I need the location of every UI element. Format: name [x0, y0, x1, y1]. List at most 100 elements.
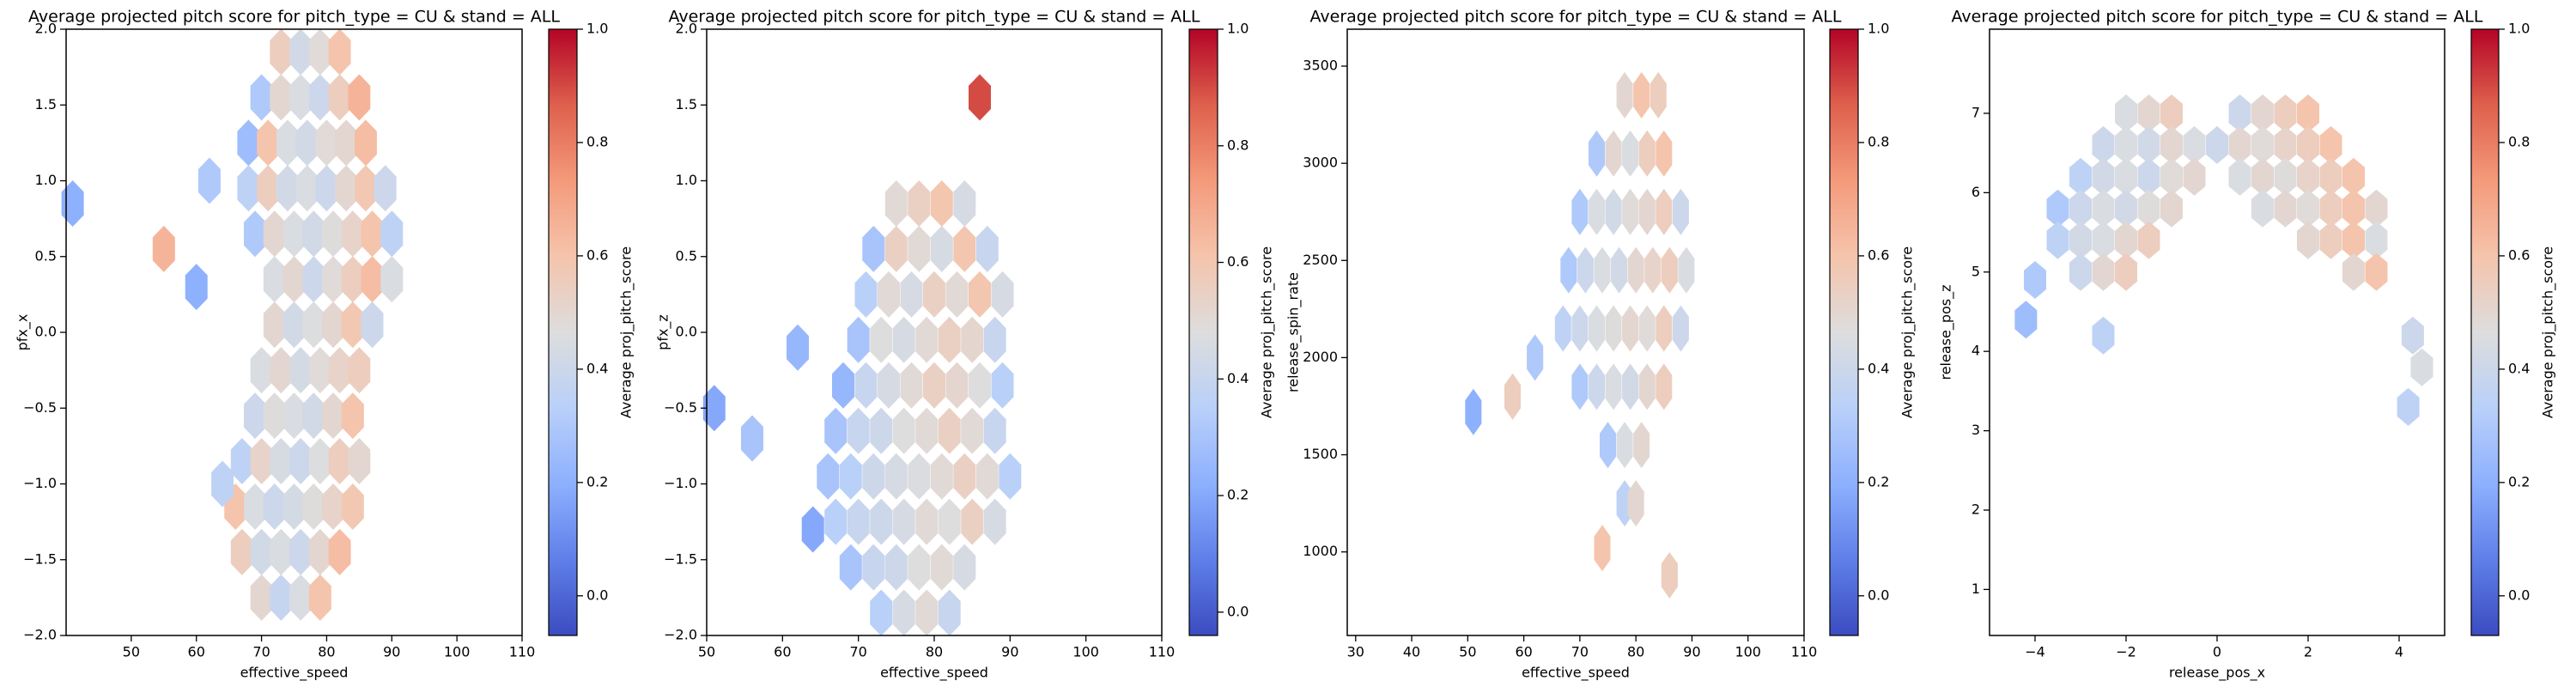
hex-cell — [1589, 130, 1605, 177]
hex-cell — [1605, 363, 1622, 410]
hex-cell — [1600, 422, 1617, 469]
hex-cell — [2092, 189, 2115, 228]
hex-cell — [2342, 221, 2365, 259]
hex-cell — [1605, 305, 1622, 352]
colorbar-label: Average proj_pitch_score — [1259, 246, 1276, 418]
hex-cell — [847, 407, 870, 454]
colorbar-tick-label: 0.6 — [586, 246, 608, 263]
hex-cell — [983, 498, 1006, 545]
hex-cell — [289, 574, 313, 621]
hex-cell — [302, 483, 325, 530]
hex-cell — [961, 407, 984, 454]
hex-cell — [263, 256, 286, 303]
colorbar-tick-label: 0.8 — [1227, 137, 1249, 153]
hex-cell — [380, 210, 404, 258]
hex-cell — [302, 301, 325, 349]
hex-cell — [322, 301, 344, 349]
hex-cell — [908, 180, 931, 227]
hex-cell — [250, 574, 273, 621]
hex-cell — [1633, 71, 1650, 119]
hex-cell — [930, 180, 953, 227]
axes-frame — [1346, 28, 1805, 636]
hex-cell — [322, 210, 344, 258]
hex-cell — [1465, 388, 1482, 435]
colorbar-tick-label: 0.6 — [1227, 253, 1249, 270]
hex-cell — [969, 362, 991, 409]
x-tick-label: 110 — [1791, 644, 1818, 660]
hex-cell — [1644, 246, 1662, 294]
hex-cell — [900, 362, 923, 409]
hex-cell — [270, 574, 293, 621]
hex-cell — [289, 438, 313, 484]
hex-cell — [854, 362, 878, 409]
hex-cell — [1661, 551, 1678, 599]
hex-cell — [341, 483, 364, 530]
colorbar-tick-label: 0.2 — [1227, 487, 1249, 503]
hex-cell — [832, 362, 854, 409]
hex-cell — [915, 316, 939, 363]
y-tick-label: −0.5 — [664, 399, 697, 416]
hex-cell — [878, 362, 900, 409]
hex-cell — [945, 271, 969, 318]
hex-cell — [341, 256, 364, 303]
hex-cell — [2274, 157, 2297, 196]
hex-cell — [2342, 252, 2365, 291]
y-tick-label: 2.0 — [35, 21, 57, 37]
hex-cell — [335, 165, 358, 212]
hex-cell — [308, 347, 331, 394]
x-axis-label: effective_speed — [880, 665, 988, 682]
colorbar-tick-label: 0.8 — [2508, 133, 2530, 149]
x-tick-label: −4 — [2025, 644, 2045, 660]
hex-cell — [991, 271, 1014, 318]
hex-cell — [263, 210, 286, 258]
hex-cell — [2046, 189, 2069, 228]
hex-cell — [991, 362, 1014, 409]
hex-cell — [308, 438, 331, 484]
x-axis-label: release_pos_x — [2169, 665, 2265, 682]
x-tick-label: 50 — [123, 644, 140, 660]
hex-cell — [839, 544, 862, 591]
hex-cell — [2115, 189, 2137, 228]
hex-cell — [2092, 125, 2115, 164]
x-tick-label: 40 — [1403, 644, 1420, 660]
chart-title: Average projected pitch score for pitch_… — [1952, 8, 2483, 27]
hex-cell — [270, 74, 293, 121]
hex-cell — [1672, 305, 1689, 352]
colorbar-tick-label: 0.2 — [586, 473, 608, 489]
hex-cell — [908, 225, 931, 272]
hex-cell — [302, 210, 325, 258]
hex-cell — [1589, 305, 1605, 352]
hex-cell — [2183, 157, 2206, 196]
x-tick-label: 110 — [1149, 644, 1176, 660]
y-tick-label: 0.0 — [35, 324, 57, 340]
x-tick-label: −2 — [2116, 644, 2136, 660]
hex-cell — [2115, 252, 2137, 291]
colorbar-tick-label: 0.8 — [1868, 133, 1889, 149]
x-tick-label: 90 — [1683, 644, 1700, 660]
hex-cell — [289, 528, 313, 575]
hex-cell — [308, 74, 331, 121]
x-tick-label: 70 — [849, 644, 866, 660]
colorbar-label: Average proj_pitch_score — [1899, 246, 1917, 418]
hex-cell — [289, 28, 313, 76]
y-axis-label: pfx_x — [15, 314, 32, 351]
hex-cell — [2092, 157, 2115, 196]
y-tick-label: 1.5 — [35, 96, 57, 112]
y-axis-label: release_spin_rate — [1285, 272, 1303, 392]
hex-cell — [283, 256, 306, 303]
x-tick-label: 90 — [383, 644, 400, 660]
y-tick-label: −1.0 — [23, 475, 57, 491]
y-tick-label: 3500 — [1303, 57, 1338, 73]
x-tick-label: 70 — [252, 644, 270, 660]
hex-cell — [1656, 305, 1673, 352]
hex-cell — [817, 453, 840, 500]
hex-cell — [1571, 188, 1589, 235]
hex-cell — [915, 589, 939, 636]
hex-cell — [355, 119, 377, 167]
y-tick-label: −1.5 — [664, 550, 697, 567]
y-tick-label: −2.0 — [23, 627, 57, 643]
hex-cell — [2160, 157, 2183, 196]
hex-cell — [244, 483, 266, 530]
y-tick-label: 1.0 — [35, 172, 57, 188]
hex-cell — [999, 453, 1022, 500]
